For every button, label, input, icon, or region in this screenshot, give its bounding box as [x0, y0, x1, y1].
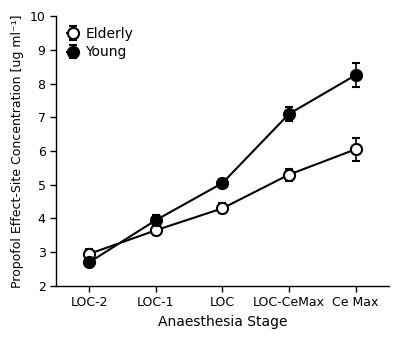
- Legend: Elderly, Young: Elderly, Young: [63, 23, 137, 64]
- X-axis label: Anaesthesia Stage: Anaesthesia Stage: [158, 315, 287, 329]
- Y-axis label: Propofol Effect-Site Concentration [ug ml⁻¹]: Propofol Effect-Site Concentration [ug m…: [11, 14, 24, 288]
